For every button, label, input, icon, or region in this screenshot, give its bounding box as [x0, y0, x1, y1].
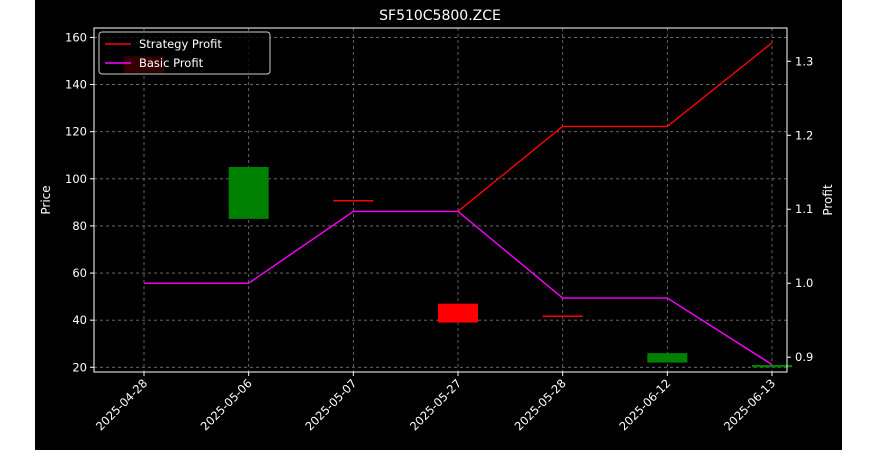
chart-figure: SF510C5800.ZCE 20 40 60 80 100 120 140 160 0.9 1… [35, 0, 842, 450]
line-layer [144, 42, 773, 366]
candle-bar [647, 353, 688, 363]
right-tick-label: 1.3 [795, 54, 813, 68]
y-axis-label-left: Price [39, 185, 53, 214]
x-tick-label: 2025-05-07 [302, 376, 359, 433]
left-tick-label: 60 [72, 266, 87, 280]
legend-label: Basic Profit [139, 56, 204, 70]
legend-box [98, 31, 271, 75]
chart-svg: SF510C5800.ZCE 20 40 60 80 100 120 140 160 0.9 1… [39, 8, 835, 433]
left-axis: 20 40 60 80 100 120 140 160 [65, 30, 94, 374]
series-line [144, 210, 773, 366]
left-tick-label: 40 [72, 313, 87, 327]
x-tick-label: 2025-05-27 [407, 376, 464, 433]
candle-bar [228, 167, 269, 219]
plot-frame [93, 27, 788, 373]
legend: Strategy Profit Basic Profit [98, 31, 271, 75]
x-axis: 2025-04-28 2025-05-06 2025-05-07 2025-05-27… [93, 372, 778, 433]
right-tick-label: 0.9 [795, 350, 813, 364]
candle-bar [333, 200, 374, 202]
left-tick-label: 80 [72, 219, 87, 233]
x-tick-label: 2025-04-28 [93, 376, 150, 433]
series-line [457, 42, 773, 213]
x-tick-label: 2025-06-13 [721, 376, 778, 433]
grid-layer [94, 28, 787, 372]
right-axis: 0.9 1.0 1.1 1.2 1.3 [787, 54, 813, 364]
left-tick-label: 120 [65, 125, 87, 139]
left-tick-label: 140 [65, 78, 87, 92]
right-tick-label: 1.2 [795, 128, 813, 142]
x-tick-label: 2025-05-28 [512, 376, 569, 433]
left-tick-label: 20 [72, 360, 87, 374]
candle-bar [752, 364, 792, 368]
legend-label: Strategy Profit [139, 37, 222, 51]
left-tick-label: 100 [65, 172, 87, 186]
chart-title: SF510C5800.ZCE [379, 8, 501, 24]
left-tick-label: 160 [65, 30, 87, 44]
right-tick-label: 1.1 [795, 202, 813, 216]
right-tick-label: 1.0 [795, 276, 813, 290]
y-axis-label-right: Profit [821, 184, 835, 216]
x-tick-label: 2025-05-06 [198, 376, 255, 433]
candle-bar [438, 303, 478, 323]
candle-bar [542, 315, 583, 317]
x-tick-label: 2025-06-12 [616, 376, 673, 433]
